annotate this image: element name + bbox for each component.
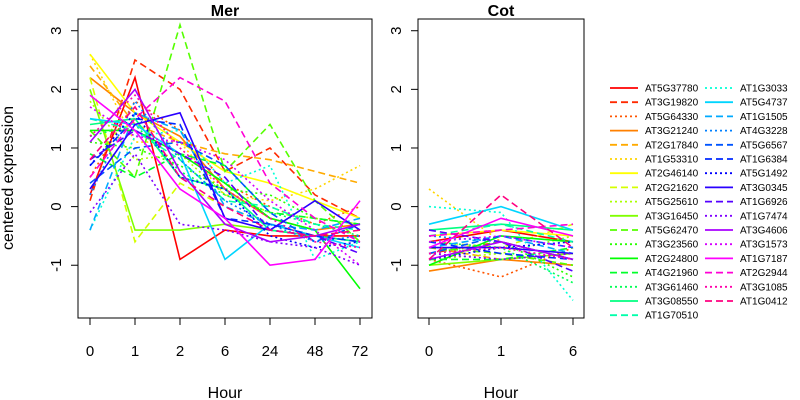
legend-label: AT3G4606 — [740, 226, 788, 237]
x-tick-label: 0 — [425, 343, 433, 360]
series-line — [428, 223, 574, 231]
series-line — [89, 105, 361, 237]
series-line — [428, 235, 574, 261]
x-tick-label: 0 — [86, 343, 94, 360]
legend-label: AT3G16450 — [645, 211, 699, 222]
legend-label: AT2G17840 — [645, 140, 699, 151]
series-line — [89, 100, 361, 225]
legend-label: AT3G19820 — [645, 98, 699, 109]
legend-label: AT1G7474 — [740, 211, 788, 222]
series-line — [428, 223, 574, 237]
series-line — [428, 235, 574, 249]
y-tick-label: 1 — [388, 144, 405, 152]
legend: AT5G37780 AT3G19820 AT5G64330 AT3G21240 AT2G… — [610, 84, 788, 322]
series-line — [89, 94, 361, 267]
legend-label: AT5G6567 — [740, 140, 788, 151]
legend-label: AT3G21240 — [645, 126, 699, 137]
x-tick-label: 72 — [352, 343, 369, 360]
legend-label: AT1G3033 — [740, 84, 788, 95]
x-tick-label: 2 — [176, 343, 184, 360]
panel-cot: Cot 0 1 6 -1 0 1 2 3 Hour — [388, 3, 585, 400]
legend-label: AT4G3228 — [740, 126, 788, 137]
series-line — [428, 235, 574, 255]
plot-frame-mer — [77, 18, 373, 319]
legend-label: AT2G46140 — [645, 169, 699, 180]
series-line — [428, 246, 574, 261]
series-line — [89, 65, 361, 184]
y-tick-label: 0 — [388, 202, 405, 210]
y-axis-cot: -1 0 1 2 3 — [388, 27, 418, 272]
y-tick-label: 2 — [48, 85, 65, 93]
series-line — [429, 246, 574, 255]
legend-label: AT2G2944 — [740, 268, 788, 279]
legend-label: AT2G24800 — [645, 254, 699, 265]
series-line — [428, 241, 574, 284]
series-line — [89, 111, 361, 249]
legend-label: AT5G1492 — [740, 169, 788, 180]
legend-label: AT5G64330 — [645, 112, 699, 123]
panel-title-mer: Mer — [211, 3, 239, 20]
legend-label: AT1G6384 — [740, 155, 788, 166]
legend-label: AT4G21960 — [645, 268, 699, 279]
legend-label: AT1G6926 — [740, 197, 788, 208]
legend-label: AT1G1505 — [740, 112, 788, 123]
x-axis-label-cot: Hour — [484, 385, 519, 400]
legend-label: AT3G23560 — [645, 240, 699, 251]
legend-label: AT3G1085 — [740, 282, 788, 293]
legend-label: AT5G25610 — [645, 197, 699, 208]
series-line — [89, 141, 361, 243]
legend-label: AT1G70510 — [645, 311, 699, 322]
x-tick-label: 1 — [131, 343, 139, 360]
legend-label: AT3G0345 — [740, 183, 788, 194]
x-tick-label: 1 — [497, 343, 505, 360]
series-line — [89, 94, 361, 249]
series-lines-cot — [428, 188, 574, 301]
legend-label: AT1G53310 — [645, 155, 699, 166]
legend-label: AT2G21620 — [645, 183, 699, 194]
legend-label: AT5G62470 — [645, 226, 699, 237]
legend-label: AT1G7187 — [740, 254, 788, 265]
series-line — [89, 111, 361, 231]
y-tick-label: -1 — [388, 259, 405, 272]
series-line — [89, 76, 361, 243]
series-line — [89, 53, 361, 220]
y-axis-label: centered expression — [0, 106, 17, 250]
series-line — [428, 241, 574, 261]
legend-label: AT3G08550 — [645, 297, 699, 308]
panel-title-cot: Cot — [488, 3, 515, 20]
series-lines-mer — [89, 22, 361, 290]
y-tick-label: 3 — [48, 27, 65, 35]
series-line — [428, 240, 574, 261]
x-tick-label: 24 — [262, 343, 279, 360]
x-tick-label: 48 — [307, 343, 324, 360]
y-tick-label: 1 — [48, 144, 65, 152]
legend-label: AT3G61460 — [645, 282, 699, 293]
legend-label: AT5G4737 — [740, 98, 788, 109]
series-line — [429, 246, 574, 261]
y-tick-label: -1 — [48, 259, 65, 272]
y-tick-label: 2 — [388, 85, 405, 93]
y-tick-label: 3 — [388, 27, 405, 35]
x-tick-label: 6 — [221, 343, 229, 360]
plot-frame-cot — [417, 18, 585, 319]
legend-label: AT3G1573 — [740, 240, 788, 251]
y-tick-label: 0 — [48, 202, 65, 210]
y-axis-mer: -1 0 1 2 3 — [48, 27, 78, 272]
series-line — [428, 205, 574, 231]
series-line — [89, 74, 360, 261]
series-line — [89, 58, 361, 220]
x-axis-cot: 0 1 6 — [425, 318, 577, 360]
legend-label: AT5G37780 — [645, 84, 699, 95]
series-line — [428, 193, 574, 260]
x-axis-mer: 0 1 2 6 24 48 72 — [86, 318, 369, 360]
series-line — [428, 223, 574, 243]
panel-mer: Mer 0 1 2 6 24 48 72 -1 0 1 2 3 Hour — [48, 3, 373, 400]
legend-label: AT1G0412 — [740, 297, 788, 308]
x-axis-label-mer: Hour — [208, 385, 243, 400]
series-line — [428, 240, 574, 278]
x-tick-label: 6 — [569, 343, 577, 360]
